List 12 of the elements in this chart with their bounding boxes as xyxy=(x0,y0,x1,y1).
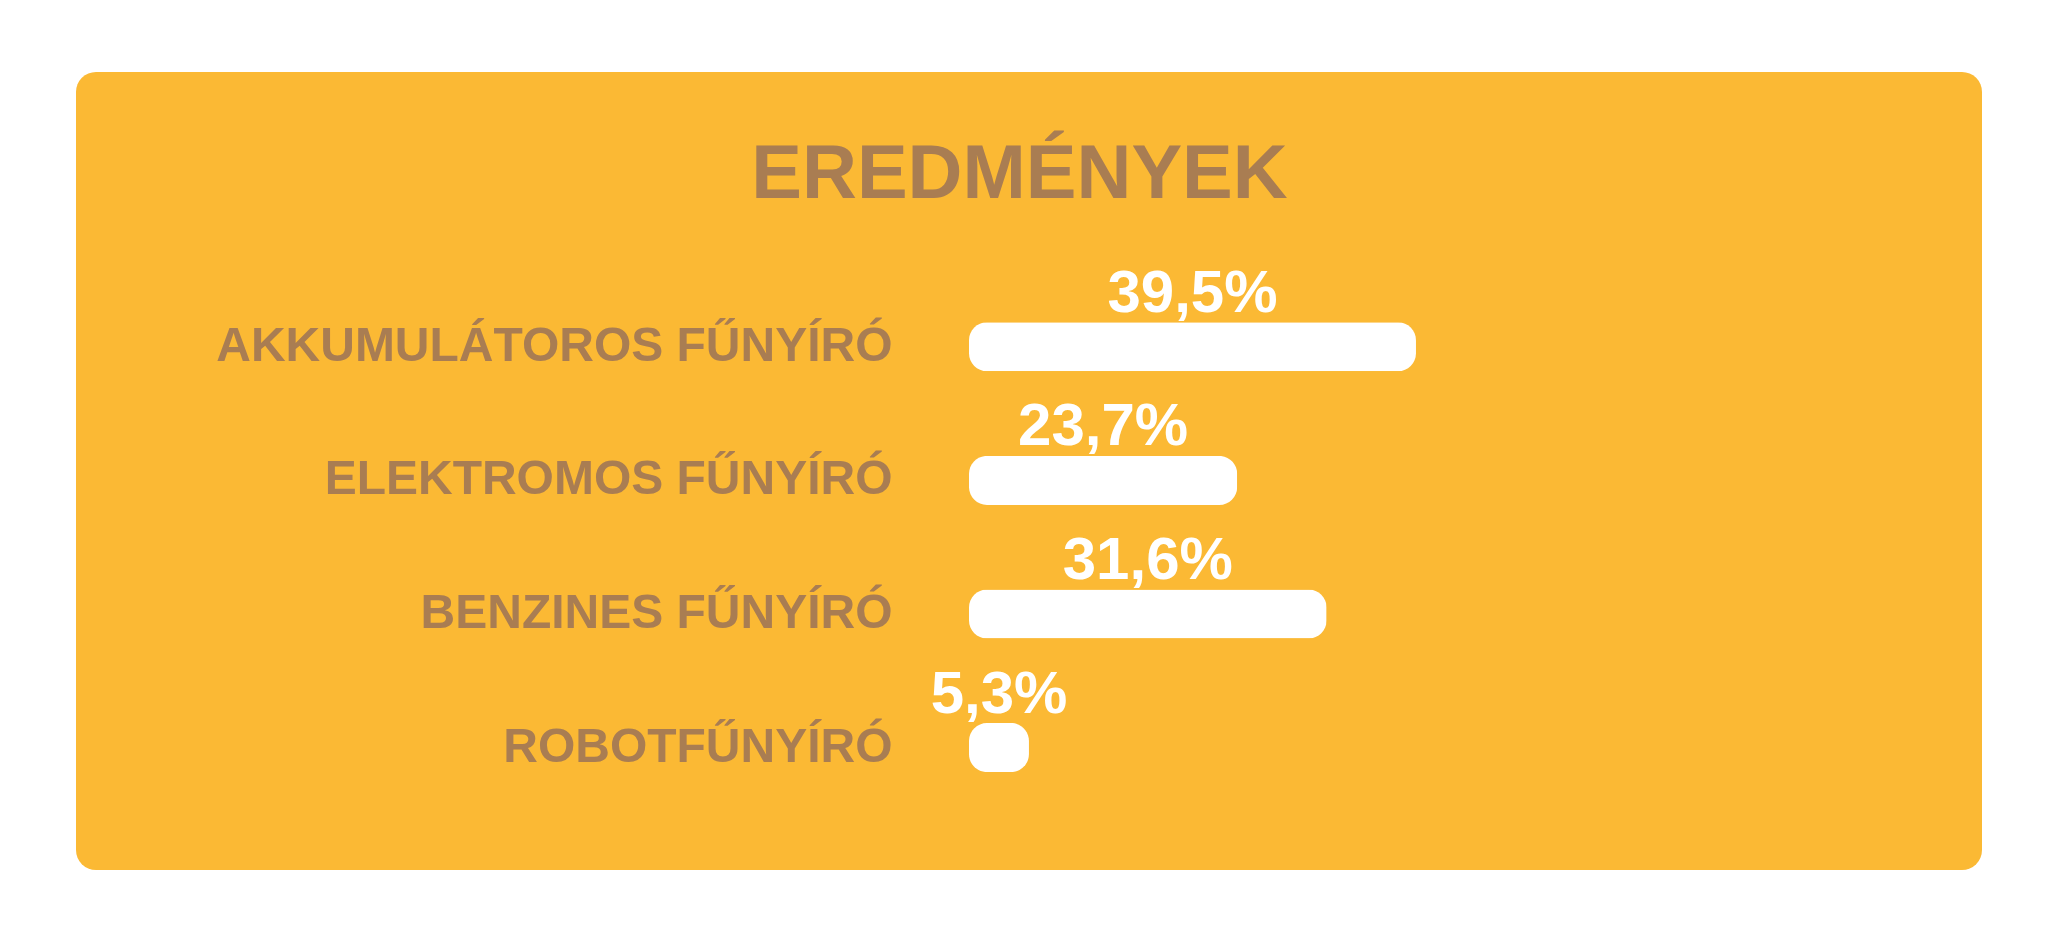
data-label: 23,7% xyxy=(1018,391,1189,459)
data-label: 39,5% xyxy=(1107,257,1278,325)
data-label: 31,6% xyxy=(1062,524,1233,592)
y-tick-label: ROBOTFŰNYÍRÓ xyxy=(503,717,893,772)
chart-title: EREDMÉNYEK xyxy=(751,129,1288,214)
y-tick-label: BENZINES FŰNYÍRÓ xyxy=(420,583,893,638)
data-label: 5,3% xyxy=(930,658,1068,726)
y-tick-label: ELEKTROMOS FŰNYÍRÓ xyxy=(324,450,893,505)
y-tick-label: AKKUMULÁTOROS FŰNYÍRÓ xyxy=(216,316,893,371)
bar xyxy=(969,322,1416,372)
bar xyxy=(969,455,1238,505)
bar xyxy=(969,589,1327,639)
